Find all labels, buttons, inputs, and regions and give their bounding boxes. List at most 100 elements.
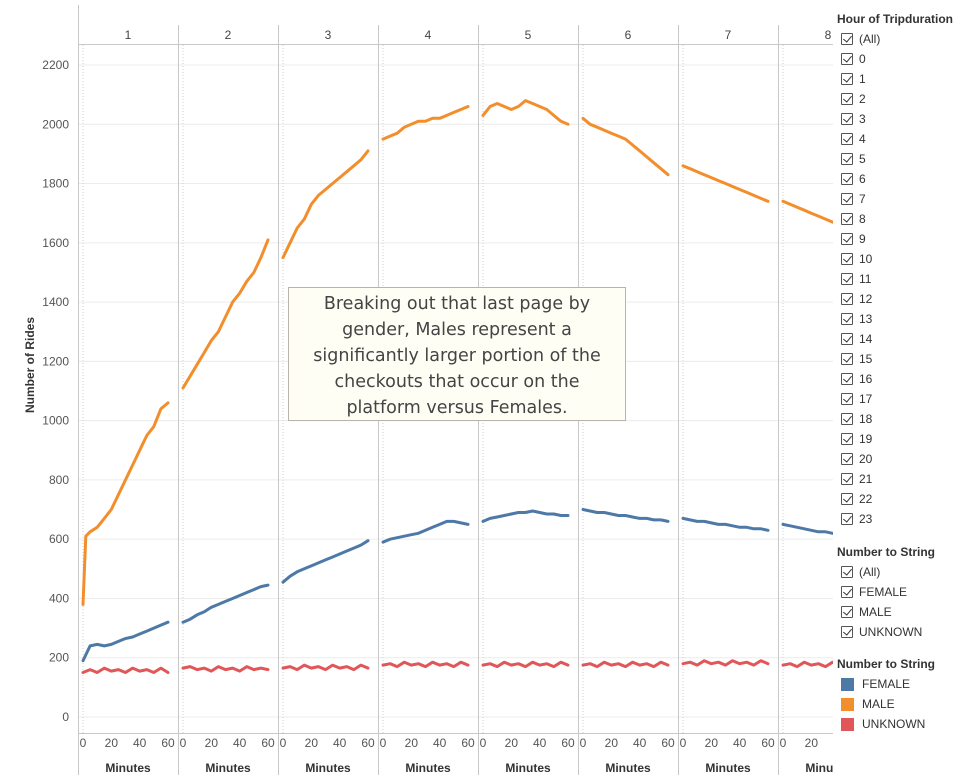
- x-tick-label: 0: [480, 736, 487, 750]
- checkbox-checked-icon[interactable]: [841, 513, 853, 525]
- series-line-unknown: [381, 660, 470, 669]
- y-tick-label: 2200: [42, 58, 69, 72]
- x-axis-label: Minutes: [705, 761, 751, 775]
- hour-filter-item[interactable]: 4: [841, 130, 866, 148]
- series-line-female: [81, 620, 170, 663]
- checkbox-checked-icon[interactable]: [841, 53, 853, 65]
- checkbox-checked-icon[interactable]: [841, 566, 853, 578]
- checkbox-checked-icon[interactable]: [841, 413, 853, 425]
- hour-filter-item[interactable]: 1: [841, 70, 866, 88]
- y-tick-label: 200: [49, 651, 69, 665]
- series-line-female: [381, 519, 470, 544]
- series-line-male: [681, 164, 770, 203]
- series-line-unknown: [481, 660, 570, 669]
- hour-filter-item[interactable]: 9: [841, 230, 866, 248]
- checkbox-checked-icon[interactable]: [841, 133, 853, 145]
- series-line-unknown: [281, 663, 370, 672]
- hour-filter-item[interactable]: 23: [841, 510, 872, 528]
- hour-filter-item[interactable]: 3: [841, 110, 866, 128]
- checkbox-checked-icon[interactable]: [841, 393, 853, 405]
- checkbox-checked-icon[interactable]: [841, 333, 853, 345]
- checkbox-checked-icon[interactable]: [841, 193, 853, 205]
- hour-filter-item[interactable]: 15: [841, 350, 872, 368]
- annotation-box: Breaking out that last page by gender, M…: [288, 287, 626, 421]
- hour-filter-label: 0: [859, 52, 866, 66]
- checkbox-checked-icon[interactable]: [841, 626, 853, 638]
- hour-filter-item[interactable]: 7: [841, 190, 866, 208]
- hour-filter-item[interactable]: 10: [841, 250, 872, 268]
- series-line-unknown: [681, 659, 770, 667]
- hour-filter-item[interactable]: 21: [841, 470, 872, 488]
- column-header: 1: [125, 28, 132, 42]
- legend-item[interactable]: FEMALE: [841, 675, 910, 693]
- hour-filter-item[interactable]: 17: [841, 390, 872, 408]
- gender-filter-item[interactable]: (All): [841, 563, 880, 581]
- hour-filter-item[interactable]: 19: [841, 430, 872, 448]
- hour-filter-label: 1: [859, 72, 866, 86]
- chart-area: 0 200 400 600 800 1000 1200 1400 1600 1800 2000 220…: [23, 5, 833, 775]
- hour-filter-item[interactable]: 18: [841, 410, 872, 428]
- series-line-male: [381, 105, 470, 141]
- hour-filter-item[interactable]: (All): [841, 30, 880, 48]
- hour-filter-item[interactable]: 20: [841, 450, 872, 468]
- y-tick-label: 1800: [42, 177, 69, 191]
- hour-filter-label: 13: [859, 312, 873, 326]
- hour-filter-item[interactable]: 12: [841, 290, 872, 308]
- hour-filter-item[interactable]: 13: [841, 310, 872, 328]
- checkbox-checked-icon[interactable]: [841, 453, 853, 465]
- hour-filter-label: (All): [859, 32, 881, 46]
- checkbox-checked-icon[interactable]: [841, 493, 853, 505]
- legend-label: MALE: [862, 697, 895, 711]
- checkbox-checked-icon[interactable]: [841, 153, 853, 165]
- checkbox-checked-icon[interactable]: [841, 173, 853, 185]
- x-tick-label: 40: [433, 736, 447, 750]
- legend-item[interactable]: MALE: [841, 695, 895, 713]
- hour-filter-label: 7: [859, 192, 866, 206]
- hour-filter-item[interactable]: 22: [841, 490, 872, 508]
- hour-filter-item[interactable]: 5: [841, 150, 866, 168]
- x-axis-label: Minutes: [105, 761, 151, 775]
- checkbox-checked-icon[interactable]: [841, 433, 853, 445]
- hour-filter-label: 20: [859, 452, 873, 466]
- checkbox-checked-icon[interactable]: [841, 373, 853, 385]
- checkbox-checked-icon[interactable]: [841, 73, 853, 85]
- y-tick-label: 600: [49, 532, 69, 546]
- y-tick-label: 1200: [42, 354, 69, 368]
- checkbox-checked-icon[interactable]: [841, 213, 853, 225]
- x-tick-label: 40: [333, 736, 347, 750]
- x-tick-label: 0: [580, 736, 587, 750]
- legend-item[interactable]: UNKNOWN: [841, 715, 925, 733]
- checkbox-checked-icon[interactable]: [841, 233, 853, 245]
- x-tick-label: 40: [233, 736, 247, 750]
- hour-filter-item[interactable]: 2: [841, 90, 866, 108]
- series-line-female: [481, 509, 570, 523]
- hour-filter-item[interactable]: 14: [841, 330, 872, 348]
- hour-filter-item[interactable]: 0: [841, 50, 866, 68]
- checkbox-checked-icon[interactable]: [841, 33, 853, 45]
- hour-filter-item[interactable]: 11: [841, 270, 871, 288]
- gender-filter-item[interactable]: MALE: [841, 603, 892, 621]
- checkbox-checked-icon[interactable]: [841, 293, 853, 305]
- checkbox-checked-icon[interactable]: [841, 273, 853, 285]
- gender-filter-item[interactable]: UNKNOWN: [841, 623, 922, 641]
- checkbox-checked-icon[interactable]: [841, 93, 853, 105]
- checkbox-checked-icon[interactable]: [841, 113, 853, 125]
- hour-filter-label: 10: [859, 252, 873, 266]
- y-tick-label: 400: [49, 591, 69, 605]
- hour-filter-item[interactable]: 6: [841, 170, 866, 188]
- column-header: 7: [725, 28, 732, 42]
- checkbox-checked-icon[interactable]: [841, 586, 853, 598]
- gender-filter-label: UNKNOWN: [859, 625, 923, 639]
- checkbox-checked-icon[interactable]: [841, 473, 853, 485]
- gender-filter-item[interactable]: FEMALE: [841, 583, 907, 601]
- hour-filter-label: 8: [859, 212, 866, 226]
- hour-filter-item[interactable]: 8: [841, 210, 866, 228]
- checkbox-checked-icon[interactable]: [841, 353, 853, 365]
- legend-swatch: [841, 717, 854, 731]
- checkbox-checked-icon[interactable]: [841, 313, 853, 325]
- column-header: 8: [825, 28, 832, 42]
- checkbox-checked-icon[interactable]: [841, 253, 853, 265]
- checkbox-checked-icon[interactable]: [841, 606, 853, 618]
- x-tick-label: 60: [461, 736, 475, 750]
- hour-filter-item[interactable]: 16: [841, 370, 872, 388]
